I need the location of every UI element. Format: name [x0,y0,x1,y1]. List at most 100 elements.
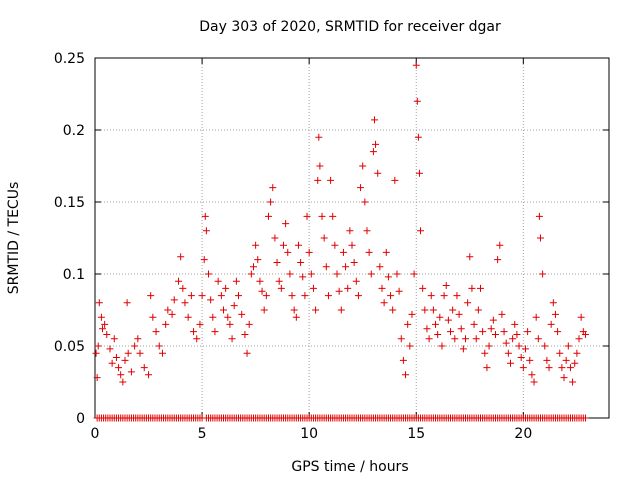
data-point [354,292,362,300]
data-point [175,277,183,285]
data-point [419,284,427,292]
data-point [459,345,467,353]
data-point [108,359,116,367]
data-point [226,320,234,328]
data-point [573,349,581,357]
data-point [267,198,275,206]
data-point [389,306,397,314]
data-point [234,292,242,300]
y-tick-label: 0.25 [54,51,85,67]
data-point [303,212,311,220]
data-point [121,356,129,364]
data-point [415,169,423,177]
y-tick-label: 0 [76,411,85,427]
data-point [282,220,290,228]
data-point [136,349,144,357]
data-point [269,184,277,192]
data-point [307,270,315,278]
data-point [95,299,103,307]
data-point [337,306,345,314]
data-point [329,212,337,220]
data-point [429,306,437,314]
data-point [333,270,341,278]
data-point [502,339,510,347]
data-point [140,364,148,372]
data-point [504,349,512,357]
data-point [413,97,421,105]
data-point [214,277,222,285]
data-point [367,270,375,278]
data-point [106,345,114,353]
data-point [187,292,195,300]
y-tick-label: 0.15 [54,195,85,211]
data-point [359,162,367,170]
data-point [380,299,388,307]
y-tick-label: 0.2 [63,123,85,139]
data-point [474,306,482,314]
data-point [378,284,386,292]
data-point [408,310,416,318]
data-point [532,313,540,321]
data-point [94,342,102,350]
data-point [483,364,491,372]
chart-title: Day 303 of 2020, SRMTID for receiver dga… [199,19,501,35]
data-point [168,310,176,318]
data-point [491,330,499,338]
data-point [449,306,457,314]
data-point [243,349,251,357]
data-point [134,335,142,343]
data-point [556,349,564,357]
data-point [256,277,264,285]
data-point [451,335,459,343]
data-point [509,335,517,343]
data-point [98,325,106,333]
data-point [470,320,478,328]
data-point [374,169,382,177]
data-point [395,287,403,295]
data-point [547,320,555,328]
data-point [581,414,589,422]
data-point [498,310,506,318]
data-point [481,349,489,357]
data-point [207,296,215,304]
data-point [211,328,219,336]
data-point [301,292,309,300]
data-point [115,364,123,372]
data-point [569,378,577,386]
data-point [455,310,463,318]
data-point [275,277,283,285]
x-tick-label: 10 [300,426,318,442]
data-point [464,299,472,307]
data-point [425,335,433,343]
data-point [103,330,111,338]
data-point [305,248,313,256]
data-point [494,256,502,264]
data-point [562,356,570,364]
data-point [521,345,529,353]
data-point [217,292,225,300]
data-point [414,133,422,141]
data-point [423,325,431,333]
data-point [551,310,559,318]
data-point [241,330,249,338]
data-point [224,313,232,321]
data-point [513,330,521,338]
data-point [496,241,504,249]
data-point [543,356,551,364]
data-point [365,248,373,256]
data-point [346,227,354,235]
data-point [534,335,542,343]
data-point [339,248,347,256]
data-point [162,320,170,328]
data-point [549,299,557,307]
data-point [519,364,527,372]
data-point [528,371,536,379]
data-point [402,371,410,379]
x-tick-label: 15 [407,426,425,442]
data-point [200,256,208,264]
data-point [101,320,109,328]
data-point [489,316,497,324]
data-point [292,313,300,321]
data-point [352,277,360,285]
